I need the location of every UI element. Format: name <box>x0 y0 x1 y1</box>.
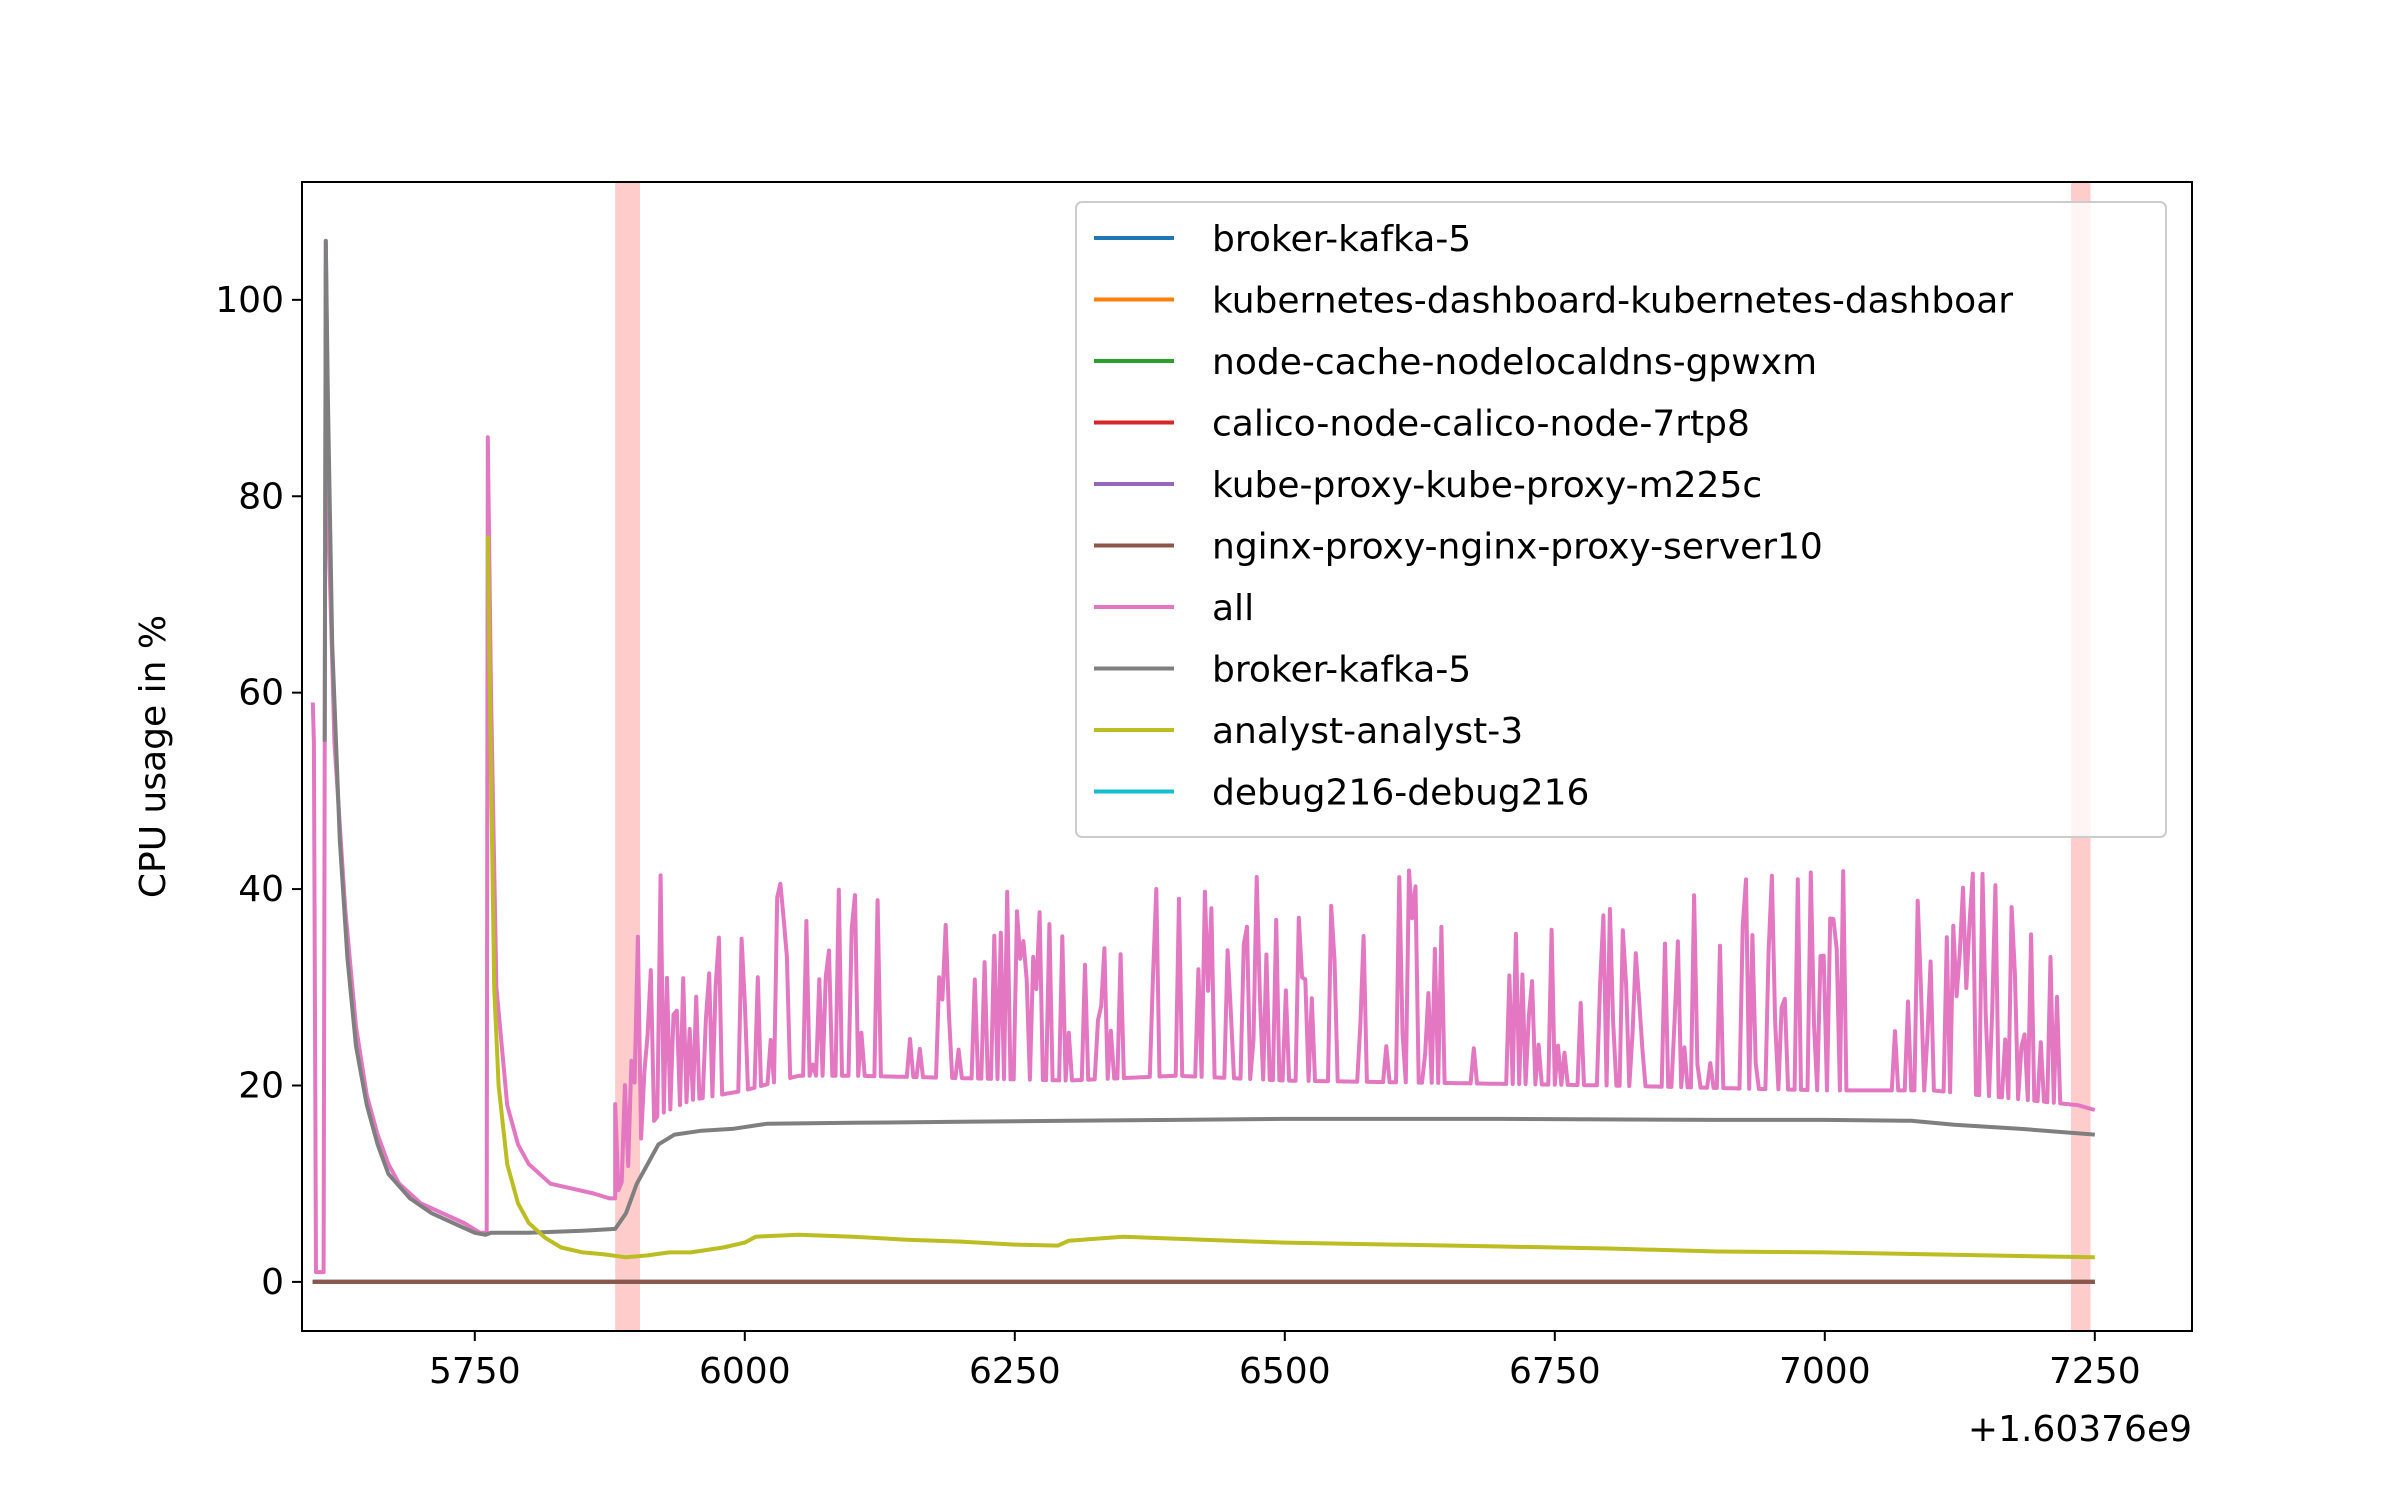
y-tick-label: 20 <box>238 1065 284 1106</box>
x-tick-label: 6250 <box>969 1351 1061 1392</box>
x-axis-offset-label: +1.60376e9 <box>1968 1409 2192 1450</box>
series-line-analyst-analyst-3 <box>485 535 2095 1260</box>
legend-label: all <box>1212 588 1254 629</box>
y-tick-label: 40 <box>238 869 284 910</box>
legend: broker-kafka-5 kubernetes-dashboard-kuber… <box>1075 201 2167 838</box>
x-tick-label: 5750 <box>429 1351 521 1392</box>
y-axis: 0 20 40 60 80 100 <box>215 280 302 1303</box>
y-tick-label: 80 <box>238 476 284 517</box>
series-line-broker-kafka-5 <box>322 238 2095 1237</box>
x-tick-label: 6500 <box>1239 1351 1331 1392</box>
x-tick-label: 7250 <box>2049 1351 2141 1392</box>
legend-label: kube-proxy-kube-proxy-m225c <box>1212 465 1762 506</box>
x-tick-label: 6750 <box>1509 1351 1601 1392</box>
legend-label: broker-kafka-5 <box>1212 219 1471 260</box>
legend-label: analyst-analyst-3 <box>1212 711 1523 752</box>
legend-label: kubernetes-dashboard-kubernetes-dashboar <box>1212 281 2013 322</box>
legend-box <box>1075 201 2167 838</box>
y-axis-label: CPU usage in % <box>133 615 174 898</box>
legend-label: debug216-debug216 <box>1212 773 1589 814</box>
legend-label: calico-node-calico-node-7rtp8 <box>1212 404 1750 445</box>
x-axis: 5750 6000 6250 6500 6750 7000 7250 <box>429 1331 2141 1392</box>
x-tick-label: 6000 <box>699 1351 791 1392</box>
y-tick-label: 60 <box>238 673 284 714</box>
x-tick-label: 7000 <box>1779 1351 1871 1392</box>
legend-label: nginx-proxy-nginx-proxy-server10 <box>1212 527 1823 568</box>
y-tick-label: 100 <box>215 280 284 321</box>
legend-label: broker-kafka-5 <box>1212 650 1471 691</box>
y-tick-label: 0 <box>261 1262 284 1303</box>
plot-frame <box>301 181 2193 1332</box>
legend-label: node-cache-nodelocaldns-gpwxm <box>1212 342 1817 383</box>
series-layer <box>310 238 2096 1284</box>
series-line-all <box>310 238 2096 1275</box>
